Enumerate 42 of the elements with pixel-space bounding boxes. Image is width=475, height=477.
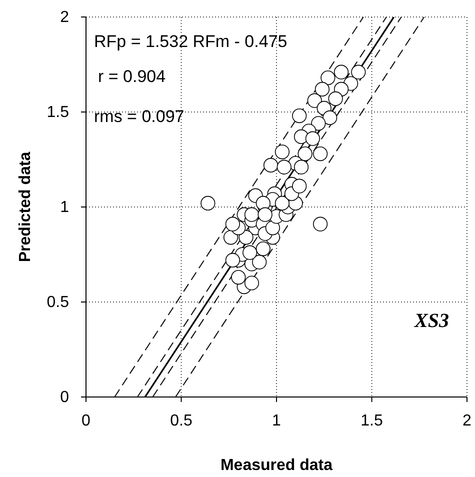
y-axis-title: Predicted data	[17, 152, 34, 262]
point	[314, 82, 330, 96]
x-tick-label: 2	[462, 412, 472, 430]
point	[274, 196, 290, 210]
point	[238, 230, 254, 245]
point	[351, 64, 366, 80]
point	[263, 158, 278, 172]
point	[244, 276, 260, 290]
point	[320, 70, 336, 86]
point	[276, 160, 292, 174]
y-tick-label: 1	[60, 199, 70, 216]
x-tick-label: 0	[82, 412, 91, 430]
x-tick-label: 1.5	[360, 412, 383, 430]
point	[265, 220, 280, 236]
point	[200, 196, 216, 210]
y-tick-label: 1.5	[46, 104, 70, 122]
annotation: r = 0.904	[98, 67, 166, 86]
point	[294, 160, 309, 174]
x-tick-label: 1	[272, 412, 282, 430]
point	[242, 245, 258, 260]
point	[225, 252, 240, 268]
point	[311, 116, 326, 131]
y-tick-label: 0	[60, 389, 70, 406]
point	[231, 270, 246, 285]
annotation: rms = 0.097	[94, 107, 184, 126]
point	[258, 207, 272, 222]
point	[305, 131, 320, 146]
x-axis-title: Measured data	[220, 457, 333, 474]
annotation: XS3	[414, 310, 449, 332]
x-tick-label: 0.5	[170, 412, 192, 430]
point	[322, 110, 338, 125]
point	[328, 91, 343, 106]
point	[298, 146, 312, 162]
point	[292, 108, 307, 124]
y-tick-label: 0.5	[46, 294, 70, 312]
annotation: RFp = 1.532 RFm - 0.475	[94, 32, 288, 51]
point	[292, 178, 307, 194]
y-tick-label: 2	[60, 9, 70, 26]
point	[225, 216, 240, 232]
point	[274, 144, 290, 160]
point	[244, 207, 260, 222]
point	[252, 254, 267, 270]
